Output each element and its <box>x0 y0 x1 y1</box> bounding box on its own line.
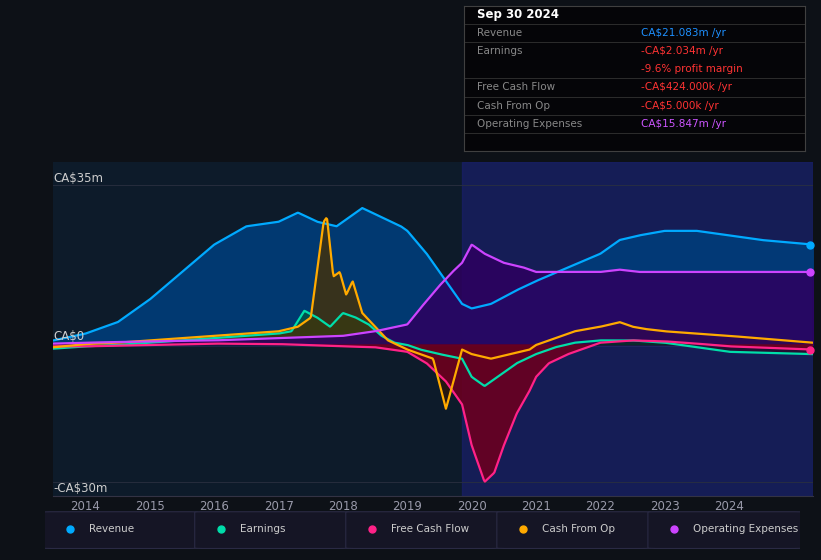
Text: CA$35m: CA$35m <box>53 172 103 185</box>
Text: -CA$424.000k /yr: -CA$424.000k /yr <box>641 82 732 92</box>
FancyBboxPatch shape <box>346 512 500 548</box>
Text: Revenue: Revenue <box>478 28 523 38</box>
Text: -9.6% profit margin: -9.6% profit margin <box>641 64 743 74</box>
Bar <box>462 162 813 496</box>
Text: Operating Expenses: Operating Expenses <box>693 524 799 534</box>
Text: Free Cash Flow: Free Cash Flow <box>391 524 470 534</box>
Text: CA$15.847m /yr: CA$15.847m /yr <box>641 119 726 129</box>
FancyBboxPatch shape <box>195 512 349 548</box>
Text: Revenue: Revenue <box>89 524 134 534</box>
Text: Earnings: Earnings <box>478 46 523 56</box>
Text: Operating Expenses: Operating Expenses <box>478 119 583 129</box>
FancyBboxPatch shape <box>44 512 198 548</box>
Text: -CA$5.000k /yr: -CA$5.000k /yr <box>641 101 719 111</box>
Text: CA$21.083m /yr: CA$21.083m /yr <box>641 28 726 38</box>
Text: Cash From Op: Cash From Op <box>542 524 615 534</box>
Text: -CA$30m: -CA$30m <box>53 482 108 495</box>
Text: Cash From Op: Cash From Op <box>478 101 551 111</box>
Text: Free Cash Flow: Free Cash Flow <box>478 82 556 92</box>
Text: CA$0: CA$0 <box>53 330 85 343</box>
Text: Sep 30 2024: Sep 30 2024 <box>478 8 559 21</box>
Text: -CA$2.034m /yr: -CA$2.034m /yr <box>641 46 723 56</box>
FancyBboxPatch shape <box>648 512 802 548</box>
Text: Earnings: Earnings <box>240 524 286 534</box>
FancyBboxPatch shape <box>497 512 651 548</box>
